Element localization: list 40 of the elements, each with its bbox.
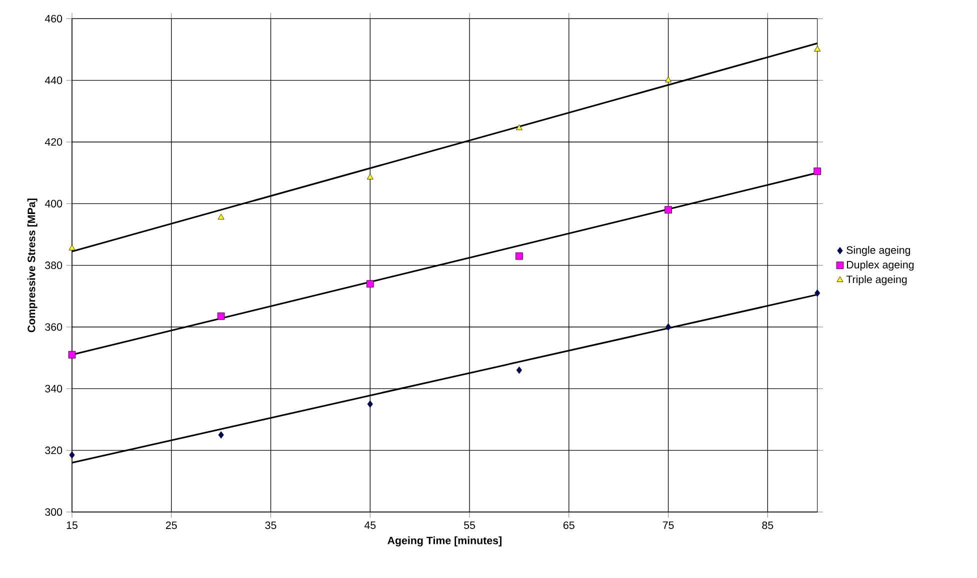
y-tick-label: 320: [45, 446, 62, 454]
point: [665, 76, 672, 82]
point: [68, 244, 76, 250]
point: [516, 252, 523, 260]
legend-label: Triple ageing: [846, 275, 907, 286]
x-tick-label: 25: [166, 522, 177, 530]
x-tick-label: 55: [464, 522, 475, 529]
x-axis-title: Ageing Time [minutes]: [388, 536, 502, 546]
x-tick-label: 15: [66, 522, 78, 529]
legend-label: Duplex ageing: [847, 260, 914, 271]
point: [814, 46, 821, 52]
y-tick-label: 340: [45, 384, 62, 392]
y-tick-label: 360: [45, 323, 62, 331]
y-tick-label: 420: [44, 138, 62, 146]
point: [218, 431, 224, 439]
legend-label: Single ageing: [846, 246, 910, 256]
point: [814, 289, 820, 297]
point: [516, 366, 522, 374]
point: [217, 312, 225, 320]
point: [366, 174, 374, 180]
y-axis-title: Compressive Stress [MPa]: [27, 198, 38, 332]
x-tick-label: 75: [662, 522, 674, 529]
x-tick-label: 65: [564, 522, 574, 530]
point: [367, 400, 373, 408]
x-tick-label: 85: [762, 522, 774, 530]
y-tick-label: 440: [44, 76, 62, 84]
y-tick-label: 380: [45, 262, 62, 270]
point: [366, 280, 374, 288]
point: [664, 206, 672, 214]
point: [516, 124, 522, 130]
x-tick-label: 35: [265, 522, 276, 530]
point: [68, 351, 76, 358]
point: [69, 451, 75, 459]
point: [218, 214, 224, 220]
y-tick-label: 460: [44, 14, 62, 22]
y-tick-label: 400: [44, 200, 62, 208]
point: [665, 323, 672, 331]
y-tick-label: 300: [45, 508, 62, 516]
point: [814, 168, 822, 175]
x-tick-label: 45: [364, 522, 376, 529]
